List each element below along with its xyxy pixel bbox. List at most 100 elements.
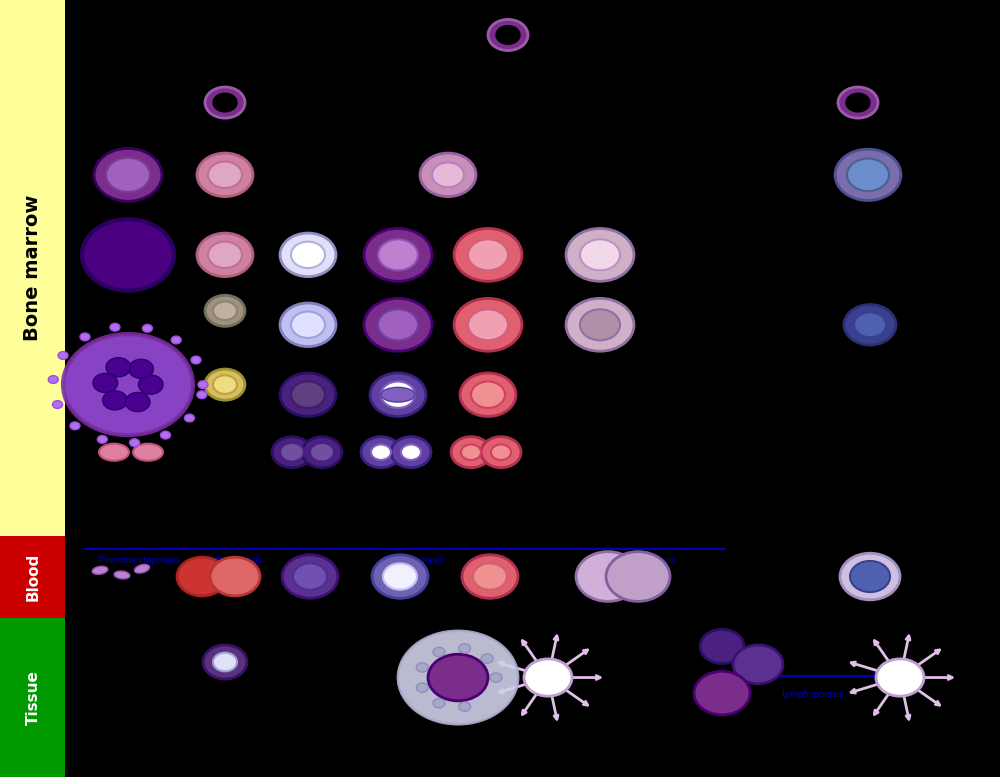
Circle shape	[835, 149, 901, 200]
Circle shape	[371, 444, 391, 460]
Circle shape	[473, 563, 507, 590]
Text: Tissue: Tissue	[26, 670, 40, 725]
Circle shape	[694, 671, 750, 715]
Ellipse shape	[134, 564, 150, 573]
Circle shape	[280, 373, 336, 416]
Circle shape	[370, 373, 426, 416]
Circle shape	[576, 552, 640, 601]
Circle shape	[496, 26, 520, 44]
Circle shape	[291, 242, 325, 268]
Circle shape	[854, 312, 886, 337]
Circle shape	[383, 563, 417, 590]
Circle shape	[454, 228, 522, 281]
Circle shape	[198, 381, 208, 388]
Circle shape	[125, 392, 150, 412]
Circle shape	[272, 437, 312, 468]
Bar	[0, 536, 65, 618]
Circle shape	[280, 233, 336, 277]
Circle shape	[876, 659, 924, 696]
Circle shape	[213, 653, 237, 671]
Ellipse shape	[99, 444, 129, 461]
Circle shape	[291, 312, 325, 338]
Circle shape	[302, 437, 342, 468]
Circle shape	[454, 298, 522, 351]
Circle shape	[310, 443, 334, 462]
Circle shape	[106, 158, 150, 192]
Circle shape	[364, 298, 432, 351]
Circle shape	[433, 699, 445, 708]
Circle shape	[471, 382, 505, 408]
Text: Bone marrow: Bone marrow	[23, 195, 43, 341]
Circle shape	[291, 382, 325, 408]
Ellipse shape	[114, 571, 130, 579]
Circle shape	[428, 654, 488, 701]
Ellipse shape	[133, 444, 163, 461]
Circle shape	[142, 325, 152, 333]
Circle shape	[491, 444, 511, 460]
Circle shape	[524, 659, 572, 696]
Circle shape	[184, 414, 194, 422]
Circle shape	[130, 439, 140, 447]
Circle shape	[213, 93, 237, 112]
Circle shape	[282, 555, 338, 598]
Text: Thrombocytopoiesis: Thrombocytopoiesis	[96, 556, 180, 565]
Circle shape	[844, 305, 896, 345]
Bar	[0, 0, 65, 536]
Circle shape	[846, 93, 870, 112]
Circle shape	[461, 444, 481, 460]
Circle shape	[416, 683, 428, 692]
Circle shape	[462, 555, 518, 598]
Ellipse shape	[92, 566, 108, 574]
Circle shape	[58, 351, 68, 359]
Text: Lymphopoiesis: Lymphopoiesis	[781, 690, 843, 699]
Circle shape	[391, 437, 431, 468]
Circle shape	[420, 153, 476, 197]
Circle shape	[48, 375, 58, 383]
Circle shape	[103, 391, 127, 410]
Circle shape	[838, 87, 878, 118]
Circle shape	[433, 647, 445, 657]
Circle shape	[205, 295, 245, 326]
Circle shape	[468, 239, 508, 270]
Circle shape	[191, 356, 201, 364]
Circle shape	[106, 357, 131, 377]
Circle shape	[203, 645, 247, 679]
Circle shape	[606, 552, 670, 601]
Circle shape	[700, 629, 744, 664]
Circle shape	[197, 153, 253, 197]
Circle shape	[160, 431, 170, 439]
Circle shape	[451, 437, 491, 468]
Circle shape	[850, 561, 890, 592]
Circle shape	[70, 422, 80, 430]
Circle shape	[481, 654, 493, 664]
Circle shape	[847, 159, 889, 191]
Circle shape	[566, 228, 634, 281]
Circle shape	[280, 303, 336, 347]
Circle shape	[580, 239, 620, 270]
Circle shape	[733, 645, 783, 684]
Text: Erythropoiesis: Erythropoiesis	[202, 556, 262, 565]
Bar	[0, 618, 65, 777]
Circle shape	[460, 373, 516, 416]
Circle shape	[110, 323, 120, 331]
Circle shape	[80, 333, 90, 341]
Text: Granulopoiesis: Granulopoiesis	[382, 556, 444, 565]
Circle shape	[580, 309, 620, 340]
Circle shape	[208, 242, 242, 268]
Circle shape	[293, 563, 327, 590]
Circle shape	[381, 382, 415, 408]
Ellipse shape	[381, 388, 415, 402]
Circle shape	[129, 359, 153, 378]
Circle shape	[468, 309, 508, 340]
Circle shape	[280, 443, 304, 462]
Circle shape	[177, 557, 227, 596]
Circle shape	[459, 644, 471, 653]
Circle shape	[378, 239, 418, 270]
Circle shape	[53, 401, 63, 409]
Text: Blood: Blood	[26, 552, 40, 601]
Circle shape	[840, 553, 900, 600]
Circle shape	[208, 162, 242, 188]
Circle shape	[197, 391, 207, 399]
Circle shape	[171, 336, 181, 344]
Circle shape	[97, 435, 107, 443]
